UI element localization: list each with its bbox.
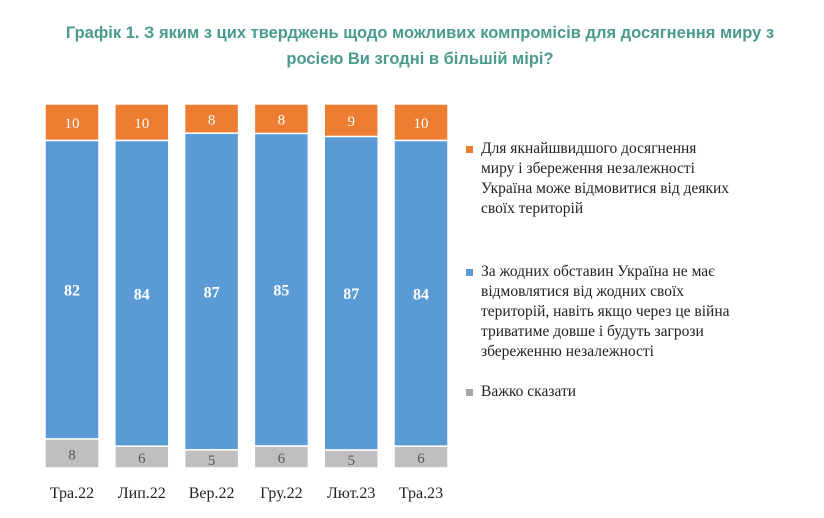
data-label-1-3: 85 <box>273 283 289 300</box>
x-tick-label-2: Вер.22 <box>189 485 235 502</box>
data-label-0-4: 5 <box>347 453 355 469</box>
bar-segment-1-3 <box>253 132 310 447</box>
data-label-0-5: 6 <box>417 451 425 467</box>
bar-segment-2-3 <box>253 103 310 135</box>
data-label-1-5: 84 <box>413 286 429 303</box>
legend-swatch-orange <box>466 146 473 153</box>
bar-segment-2-0 <box>44 103 100 142</box>
data-label-2-5: 10 <box>414 116 429 132</box>
data-label-1-0: 82 <box>64 283 80 300</box>
data-label-2-3: 8 <box>278 113 286 129</box>
bar-segment-0-0 <box>44 438 100 469</box>
bar-segment-2-5 <box>393 103 449 142</box>
bar-segment-2-2 <box>183 103 240 134</box>
data-label-1-1: 84 <box>134 286 150 303</box>
bar-segment-1-4 <box>323 135 379 451</box>
bar-segment-1-2 <box>183 132 240 451</box>
bar-segment-2-4 <box>323 103 379 138</box>
chart-title: Графік 1. З яким з цих тверджень щодо мо… <box>40 20 800 72</box>
bar-segment-1-5 <box>393 139 449 447</box>
legend-label-blue: За жодних обставин Україна не має відмов… <box>481 263 730 360</box>
legend-label-gray: Важко сказати <box>481 383 577 400</box>
bar-segment-1-1 <box>114 139 170 447</box>
legend-swatch-blue <box>466 269 473 276</box>
legend-label-orange: Для якнайшвидшого досягнення миру і збер… <box>481 140 730 217</box>
x-tick-label-4: Лют.23 <box>327 485 375 502</box>
legend-item-orange: Для якнайшвидшого досягнення миру і збер… <box>466 139 786 219</box>
x-tick-label-1: Лип.22 <box>118 485 166 502</box>
data-label-0-2: 5 <box>208 453 216 469</box>
chart-title-line-2: росією Ви згодні в більшій мірі? <box>286 50 554 68</box>
legend-item-blue: За жодних обставин Україна не має відмов… <box>466 262 786 362</box>
chart-title-line-1: Графік 1. З яким з цих тверджень щодо мо… <box>65 24 775 42</box>
bar-segment-1-0 <box>44 139 100 440</box>
x-tick-label-0: Тра.22 <box>50 485 94 502</box>
data-label-0-0: 8 <box>68 447 76 463</box>
data-label-2-4: 9 <box>347 114 355 130</box>
data-label-1-4: 87 <box>343 286 359 303</box>
data-label-1-2: 87 <box>204 284 220 301</box>
bar-segment-2-1 <box>114 103 170 142</box>
data-label-0-1: 6 <box>138 451 146 467</box>
data-label-2-1: 10 <box>134 116 149 132</box>
data-label-2-2: 8 <box>208 113 216 129</box>
legend-item-gray: Важко сказати <box>466 382 786 402</box>
data-label-0-3: 6 <box>278 451 286 467</box>
legend-swatch-gray <box>466 389 473 396</box>
x-tick-label-5: Тра.23 <box>399 485 443 502</box>
data-label-2-0: 10 <box>65 116 80 132</box>
x-tick-label-3: Гру.22 <box>260 485 302 502</box>
